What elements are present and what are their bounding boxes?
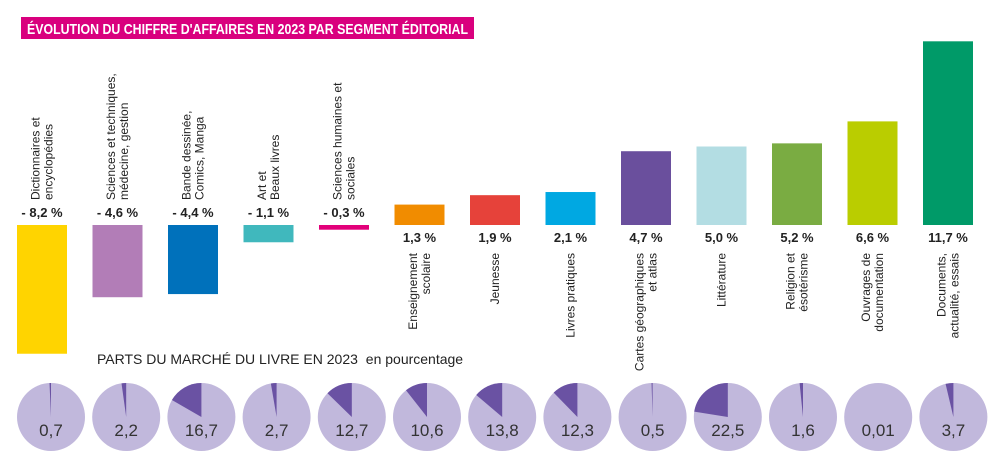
bar-value-label: 11,7 % <box>928 230 968 245</box>
pie-charts: 0,7 2,2 16,7 2,7 12,7 10,6 13,8 12,3 0,5 22,5 1,6 0… <box>17 383 987 451</box>
bar <box>546 192 596 225</box>
pie: 3,7 <box>919 383 987 451</box>
category-label-line: actualité, essais <box>948 253 962 338</box>
category-label-line: Bande dessinée, <box>180 111 194 200</box>
pie-value-label: 2,7 <box>265 421 289 440</box>
bar <box>395 205 445 225</box>
bar-category-label: Bande dessinée,Comics, Manga <box>180 111 207 200</box>
category-label-line: ésotérisme <box>797 253 811 312</box>
pie: 1,6 <box>769 383 837 451</box>
bar-category-label: Sciences humaines etsociales <box>331 82 358 200</box>
category-label-line: sociales <box>344 157 358 200</box>
bar-value-label: 6,6 % <box>856 230 890 245</box>
category-label-line: encyclopédies <box>42 124 56 200</box>
bar-value-label: - 4,4 % <box>172 205 214 220</box>
category-label-line: Livres pratiques <box>564 253 578 338</box>
category-label-line: Littérature <box>715 253 729 307</box>
category-label-line: Religion et <box>784 252 798 309</box>
pie-value-label: 0,7 <box>39 421 63 440</box>
bar-category-label: Littérature <box>715 253 729 307</box>
bar <box>470 195 520 225</box>
bar-category-label: Documents,actualité, essais <box>935 253 962 338</box>
pie-subtitle: en pourcentage <box>366 351 464 367</box>
category-label-line: Beaux livres <box>268 135 282 200</box>
bar <box>923 41 973 225</box>
category-label-line: Sciences et techniques, <box>104 73 118 200</box>
bar-chart: - 8,2 % Dictionnaires etencyclopédies - 4,… <box>17 41 973 371</box>
bar <box>621 151 671 225</box>
pie: 0,01 <box>844 383 912 451</box>
bar-value-label: 1,3 % <box>403 230 437 245</box>
bar <box>848 121 898 225</box>
category-label-line: Documents, <box>935 253 949 317</box>
bar-category-label: Livres pratiques <box>564 253 578 338</box>
category-label-line: Sciences humaines et <box>331 82 345 200</box>
bar-value-label: 2,1 % <box>554 230 588 245</box>
pie: 12,3 <box>543 383 611 451</box>
category-label-line: et atlas <box>646 253 660 292</box>
pie-value-label: 10,6 <box>410 421 443 440</box>
bar-value-label: - 4,6 % <box>97 205 139 220</box>
bar <box>772 143 822 225</box>
bar-category-label: Dictionnaires etencyclopédies <box>29 117 56 200</box>
bar-value-label: 5,0 % <box>705 230 739 245</box>
pie: 0,5 <box>619 383 687 451</box>
pie-value-label: 2,2 <box>114 421 138 440</box>
category-label-line: Ouvrages de <box>859 253 873 322</box>
bar-value-label: 5,2 % <box>780 230 814 245</box>
pie-slice <box>694 383 728 417</box>
category-label-line: Comics, Manga <box>193 116 207 200</box>
category-label-line: Enseignement <box>406 252 420 329</box>
pie: 10,6 <box>393 383 461 451</box>
bar-category-label: Enseignementscolaire <box>406 252 433 329</box>
category-label-line: médecine, gestion <box>117 103 131 200</box>
pie: 12,7 <box>318 383 386 451</box>
category-label-line: Art et <box>255 171 269 200</box>
bar <box>697 147 747 226</box>
pie-value-label: 12,3 <box>561 421 594 440</box>
pie: 2,7 <box>243 383 311 451</box>
bar-category-label: Ouvrages dedocumentation <box>859 253 886 332</box>
category-label-line: Cartes géographiques <box>633 253 647 371</box>
bar-category-label: Cartes géographiqueset atlas <box>633 253 660 371</box>
pie-value-label: 12,7 <box>335 421 368 440</box>
bar-value-label: - 1,1 % <box>248 205 290 220</box>
pie: 22,5 <box>694 383 762 451</box>
bar <box>244 225 294 242</box>
pie-value-label: 0,5 <box>641 421 665 440</box>
bar <box>319 225 369 230</box>
bar <box>93 225 143 297</box>
pie-value-label: 16,7 <box>185 421 218 440</box>
pie: 2,2 <box>92 383 160 451</box>
bar-category-label: Sciences et techniques,médecine, gestion <box>104 73 131 200</box>
chart-title: ÉVOLUTION DU CHIFFRE D'AFFAIRES EN 2023 … <box>27 21 468 38</box>
bar-value-label: 1,9 % <box>478 230 512 245</box>
bar-value-label: - 0,3 % <box>323 205 365 220</box>
bar <box>168 225 218 294</box>
category-label-line: scolaire <box>419 253 433 295</box>
category-label-line: Dictionnaires et <box>29 117 43 200</box>
bar-category-label: Religion etésotérisme <box>784 252 811 311</box>
bar-category-label: Art etBeaux livres <box>255 135 282 200</box>
category-label-line: documentation <box>872 253 886 332</box>
pie-value-label: 3,7 <box>942 421 966 440</box>
bar-value-label: 4,7 % <box>629 230 663 245</box>
pie-value-label: 22,5 <box>711 421 744 440</box>
pie-value-label: 13,8 <box>486 421 519 440</box>
pie-value-label: 0,01 <box>862 421 895 440</box>
pie: 16,7 <box>167 383 235 451</box>
pie-section-title: PARTS DU MARCHÉ DU LIVRE EN 2023 en pour… <box>97 351 463 367</box>
category-label-line: Jeunesse <box>488 253 502 305</box>
pie-title: PARTS DU MARCHÉ DU LIVRE EN 2023 <box>97 351 358 367</box>
pie: 0,7 <box>17 383 85 451</box>
bar-value-label: - 8,2 % <box>21 205 63 220</box>
pie: 13,8 <box>468 383 536 451</box>
bar-category-label: Jeunesse <box>488 253 502 305</box>
bar <box>17 225 67 354</box>
pie-value-label: 1,6 <box>791 421 815 440</box>
